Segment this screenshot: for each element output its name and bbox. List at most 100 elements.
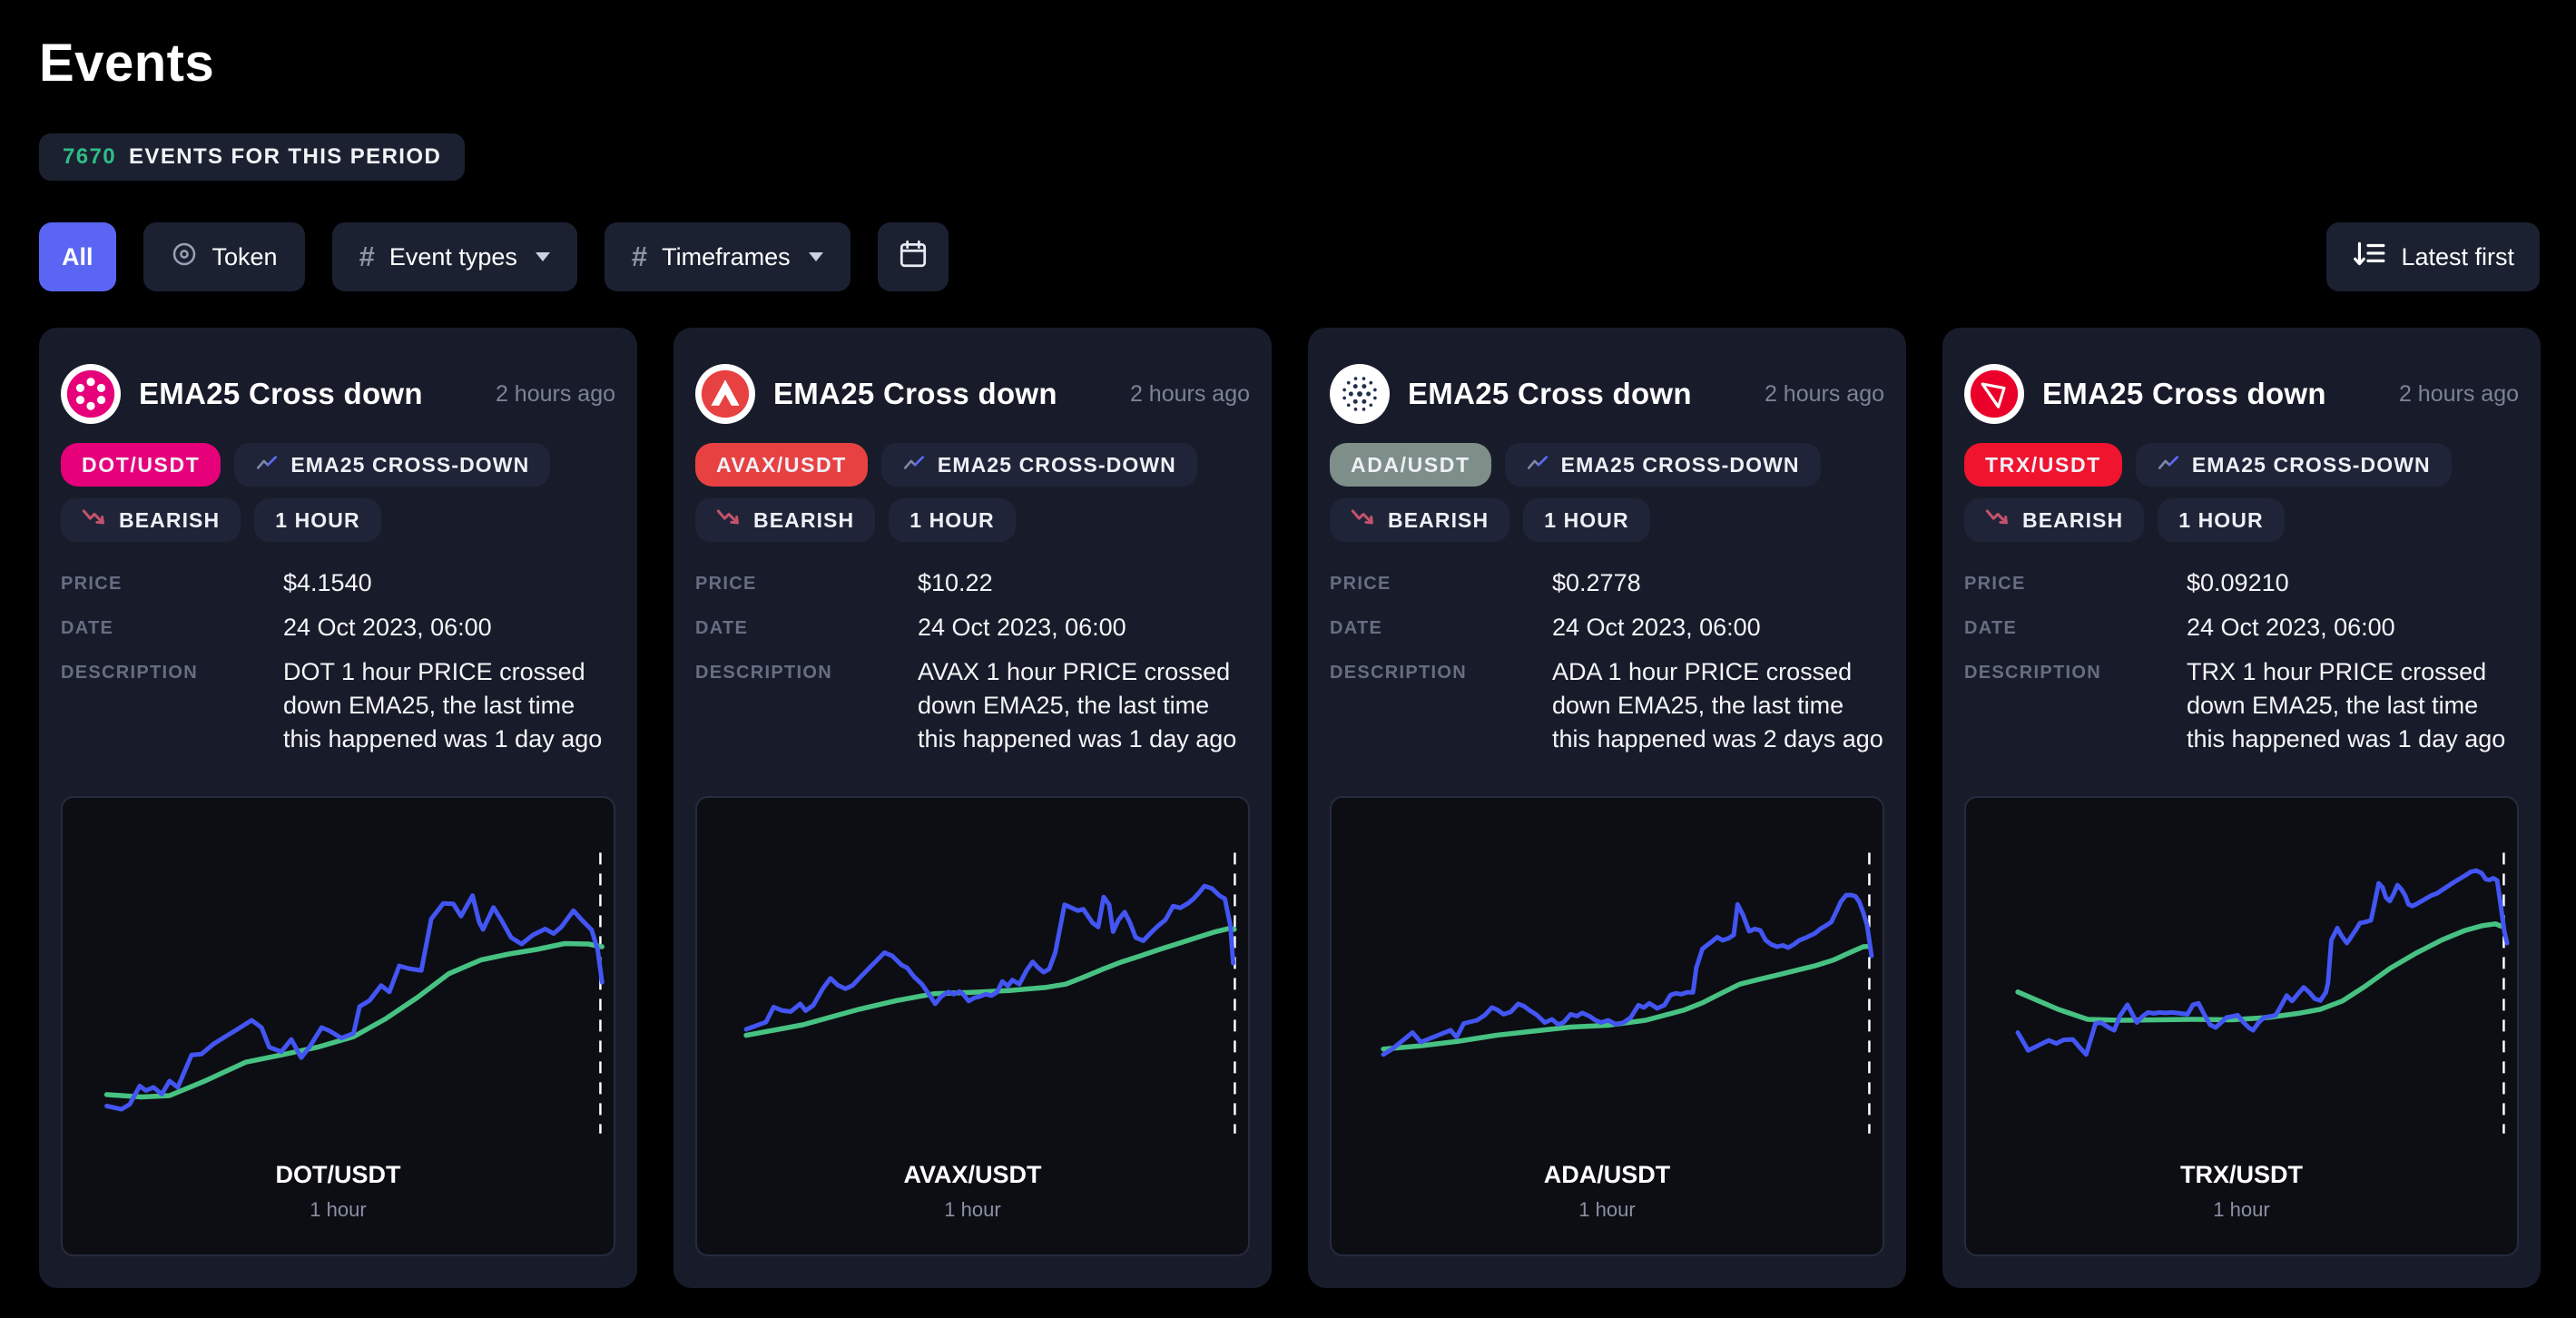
price-value: $4.1540 xyxy=(283,569,372,596)
event-title: EMA25 Cross down xyxy=(773,377,1057,410)
event-info: PRICE $0.09210 DATE 24 Oct 2023, 06:00 DES… xyxy=(1964,566,2519,756)
badge-row: BEARISH 1 HOUR xyxy=(61,498,615,542)
trending-down-icon xyxy=(716,507,742,534)
trending-down-icon xyxy=(1985,507,2011,534)
direction-badge[interactable]: BEARISH xyxy=(61,498,241,542)
date-filter-button[interactable] xyxy=(877,222,949,291)
date-value: 24 Oct 2023, 06:00 xyxy=(283,614,492,641)
direction-badge[interactable]: BEARISH xyxy=(1330,498,1510,542)
timeframe-badge[interactable]: 1 HOUR xyxy=(254,498,381,542)
events-count-badge: 7670 EVENTS FOR THIS PERIOD xyxy=(39,133,466,181)
filter-timeframes-button[interactable]: # Timeframes xyxy=(604,222,850,291)
filter-event-types-button[interactable]: # Event types xyxy=(331,222,577,291)
pair-badge[interactable]: TRX/USDT xyxy=(1964,443,2122,487)
event-time-ago: 2 hours ago xyxy=(1764,380,1884,407)
filter-all-button[interactable]: All xyxy=(39,222,116,291)
chart-line-icon xyxy=(902,451,926,478)
price-label: PRICE xyxy=(61,574,123,594)
pair-badge[interactable]: AVAX/USDT xyxy=(695,443,868,487)
chart-line-icon xyxy=(1526,451,1549,478)
event-time-ago: 2 hours ago xyxy=(1129,380,1250,407)
chart-line-icon xyxy=(255,451,279,478)
price-chart: TRX/USDT 1 hour xyxy=(1964,796,2519,1256)
event-cards-row: EMA25 Cross down 2 hours ago DOT/USDT EM… xyxy=(39,328,2541,1288)
event-card-dot[interactable]: EMA25 Cross down 2 hours ago DOT/USDT EM… xyxy=(39,328,637,1288)
price-label: PRICE xyxy=(695,574,757,594)
direction-label: BEARISH xyxy=(753,507,855,532)
events-count-label: EVENTS FOR THIS PERIOD xyxy=(129,144,442,169)
event-type-label: EMA25 CROSS-DOWN xyxy=(290,452,530,477)
card-header: EMA25 Cross down 2 hours ago xyxy=(61,328,615,424)
event-title: EMA25 Cross down xyxy=(1408,377,1692,410)
price-chart-svg xyxy=(2015,852,2510,1134)
chart-line-icon xyxy=(2157,451,2180,478)
date-value: 24 Oct 2023, 06:00 xyxy=(918,614,1126,641)
polkadot-icon xyxy=(61,364,121,424)
hash-icon: # xyxy=(631,241,648,272)
description-value: AVAX 1 hour PRICE crossed down EMA25, th… xyxy=(918,658,1237,752)
direction-badge[interactable]: BEARISH xyxy=(1964,498,2145,542)
chart-symbol: DOT/USDT xyxy=(275,1161,401,1188)
filter-token-button[interactable]: Token xyxy=(143,222,305,291)
timeframe-badge[interactable]: 1 HOUR xyxy=(1523,498,1650,542)
price-value: $0.2778 xyxy=(1552,569,1641,596)
event-info: PRICE $0.2778 DATE 24 Oct 2023, 06:00 DESC… xyxy=(1330,566,1884,756)
chart-symbol: ADA/USDT xyxy=(1543,1161,1671,1188)
token-circle-icon xyxy=(171,241,198,274)
event-type-label: EMA25 CROSS-DOWN xyxy=(2191,452,2431,477)
price-chart-svg xyxy=(743,852,1237,1134)
price-label: PRICE xyxy=(1330,574,1391,594)
date-label: DATE xyxy=(1330,618,1383,638)
description-label: DESCRIPTION xyxy=(695,663,832,683)
event-card-ada[interactable]: EMA25 Cross down 2 hours ago ADA/USDT EM… xyxy=(1308,328,1906,1288)
event-card-avax[interactable]: EMA25 Cross down 2 hours ago AVAX/USDT E… xyxy=(673,328,1272,1288)
event-info: PRICE $10.22 DATE 24 Oct 2023, 06:00 DESCR… xyxy=(695,566,1250,756)
trending-down-icon xyxy=(1351,507,1376,534)
event-type-badge[interactable]: EMA25 CROSS-DOWN xyxy=(2135,443,2452,487)
pair-badge[interactable]: DOT/USDT xyxy=(61,443,221,487)
date-label: DATE xyxy=(61,618,114,638)
event-type-badge[interactable]: EMA25 CROSS-DOWN xyxy=(1504,443,1821,487)
direction-badge[interactable]: BEARISH xyxy=(695,498,876,542)
filter-event-types-label: Event types xyxy=(388,242,517,270)
event-type-badge[interactable]: EMA25 CROSS-DOWN xyxy=(234,443,551,487)
sort-descending-icon xyxy=(2352,240,2386,275)
description-value: ADA 1 hour PRICE crossed down EMA25, the… xyxy=(1552,658,1883,752)
cardano-icon xyxy=(1330,364,1390,424)
timeframe-badge[interactable]: 1 HOUR xyxy=(2158,498,2285,542)
badge-row: BEARISH 1 HOUR xyxy=(1330,498,1884,542)
badge-row: ADA/USDT EMA25 CROSS-DOWN xyxy=(1330,443,1884,487)
avalanche-icon xyxy=(695,364,755,424)
chart-timeframe: 1 hour xyxy=(944,1198,1001,1221)
chart-timeframe: 1 hour xyxy=(310,1198,367,1221)
badge-row: DOT/USDT EMA25 CROSS-DOWN xyxy=(61,443,615,487)
chart-symbol: AVAX/USDT xyxy=(903,1161,1042,1188)
price-chart-svg xyxy=(1381,852,1874,1134)
pair-badge[interactable]: ADA/USDT xyxy=(1330,443,1491,487)
direction-label: BEARISH xyxy=(119,507,221,532)
direction-label: BEARISH xyxy=(1388,507,1490,532)
card-header: EMA25 Cross down 2 hours ago xyxy=(1330,328,1884,424)
events-count-number: 7670 xyxy=(63,144,116,169)
timeframe-badge[interactable]: 1 HOUR xyxy=(889,498,1016,542)
date-label: DATE xyxy=(1964,618,2018,638)
chart-timeframe: 1 hour xyxy=(1578,1198,1636,1221)
event-type-badge[interactable]: EMA25 CROSS-DOWN xyxy=(880,443,1197,487)
description-value: DOT 1 hour PRICE crossed down EMA25, the… xyxy=(283,658,603,752)
price-label: PRICE xyxy=(1964,574,2026,594)
sort-latest-first-button[interactable]: Latest first xyxy=(2326,222,2540,291)
hash-icon: # xyxy=(359,241,375,272)
event-card-trx[interactable]: EMA25 Cross down 2 hours ago TRX/USDT EM… xyxy=(1942,328,2541,1288)
date-label: DATE xyxy=(695,618,749,638)
badge-row: AVAX/USDT EMA25 CROSS-DOWN xyxy=(695,443,1250,487)
sort-label: Latest first xyxy=(2401,242,2514,270)
filter-toolbar: All Token # Event types # Timeframes xyxy=(39,222,2540,291)
page-title: Events xyxy=(39,34,215,93)
trending-down-icon xyxy=(82,507,107,534)
tron-icon xyxy=(1964,364,2024,424)
description-value: TRX 1 hour PRICE crossed down EMA25, the… xyxy=(2187,658,2506,752)
event-title: EMA25 Cross down xyxy=(2042,377,2326,410)
badge-row: BEARISH 1 HOUR xyxy=(695,498,1250,542)
price-chart: DOT/USDT 1 hour xyxy=(61,796,615,1256)
